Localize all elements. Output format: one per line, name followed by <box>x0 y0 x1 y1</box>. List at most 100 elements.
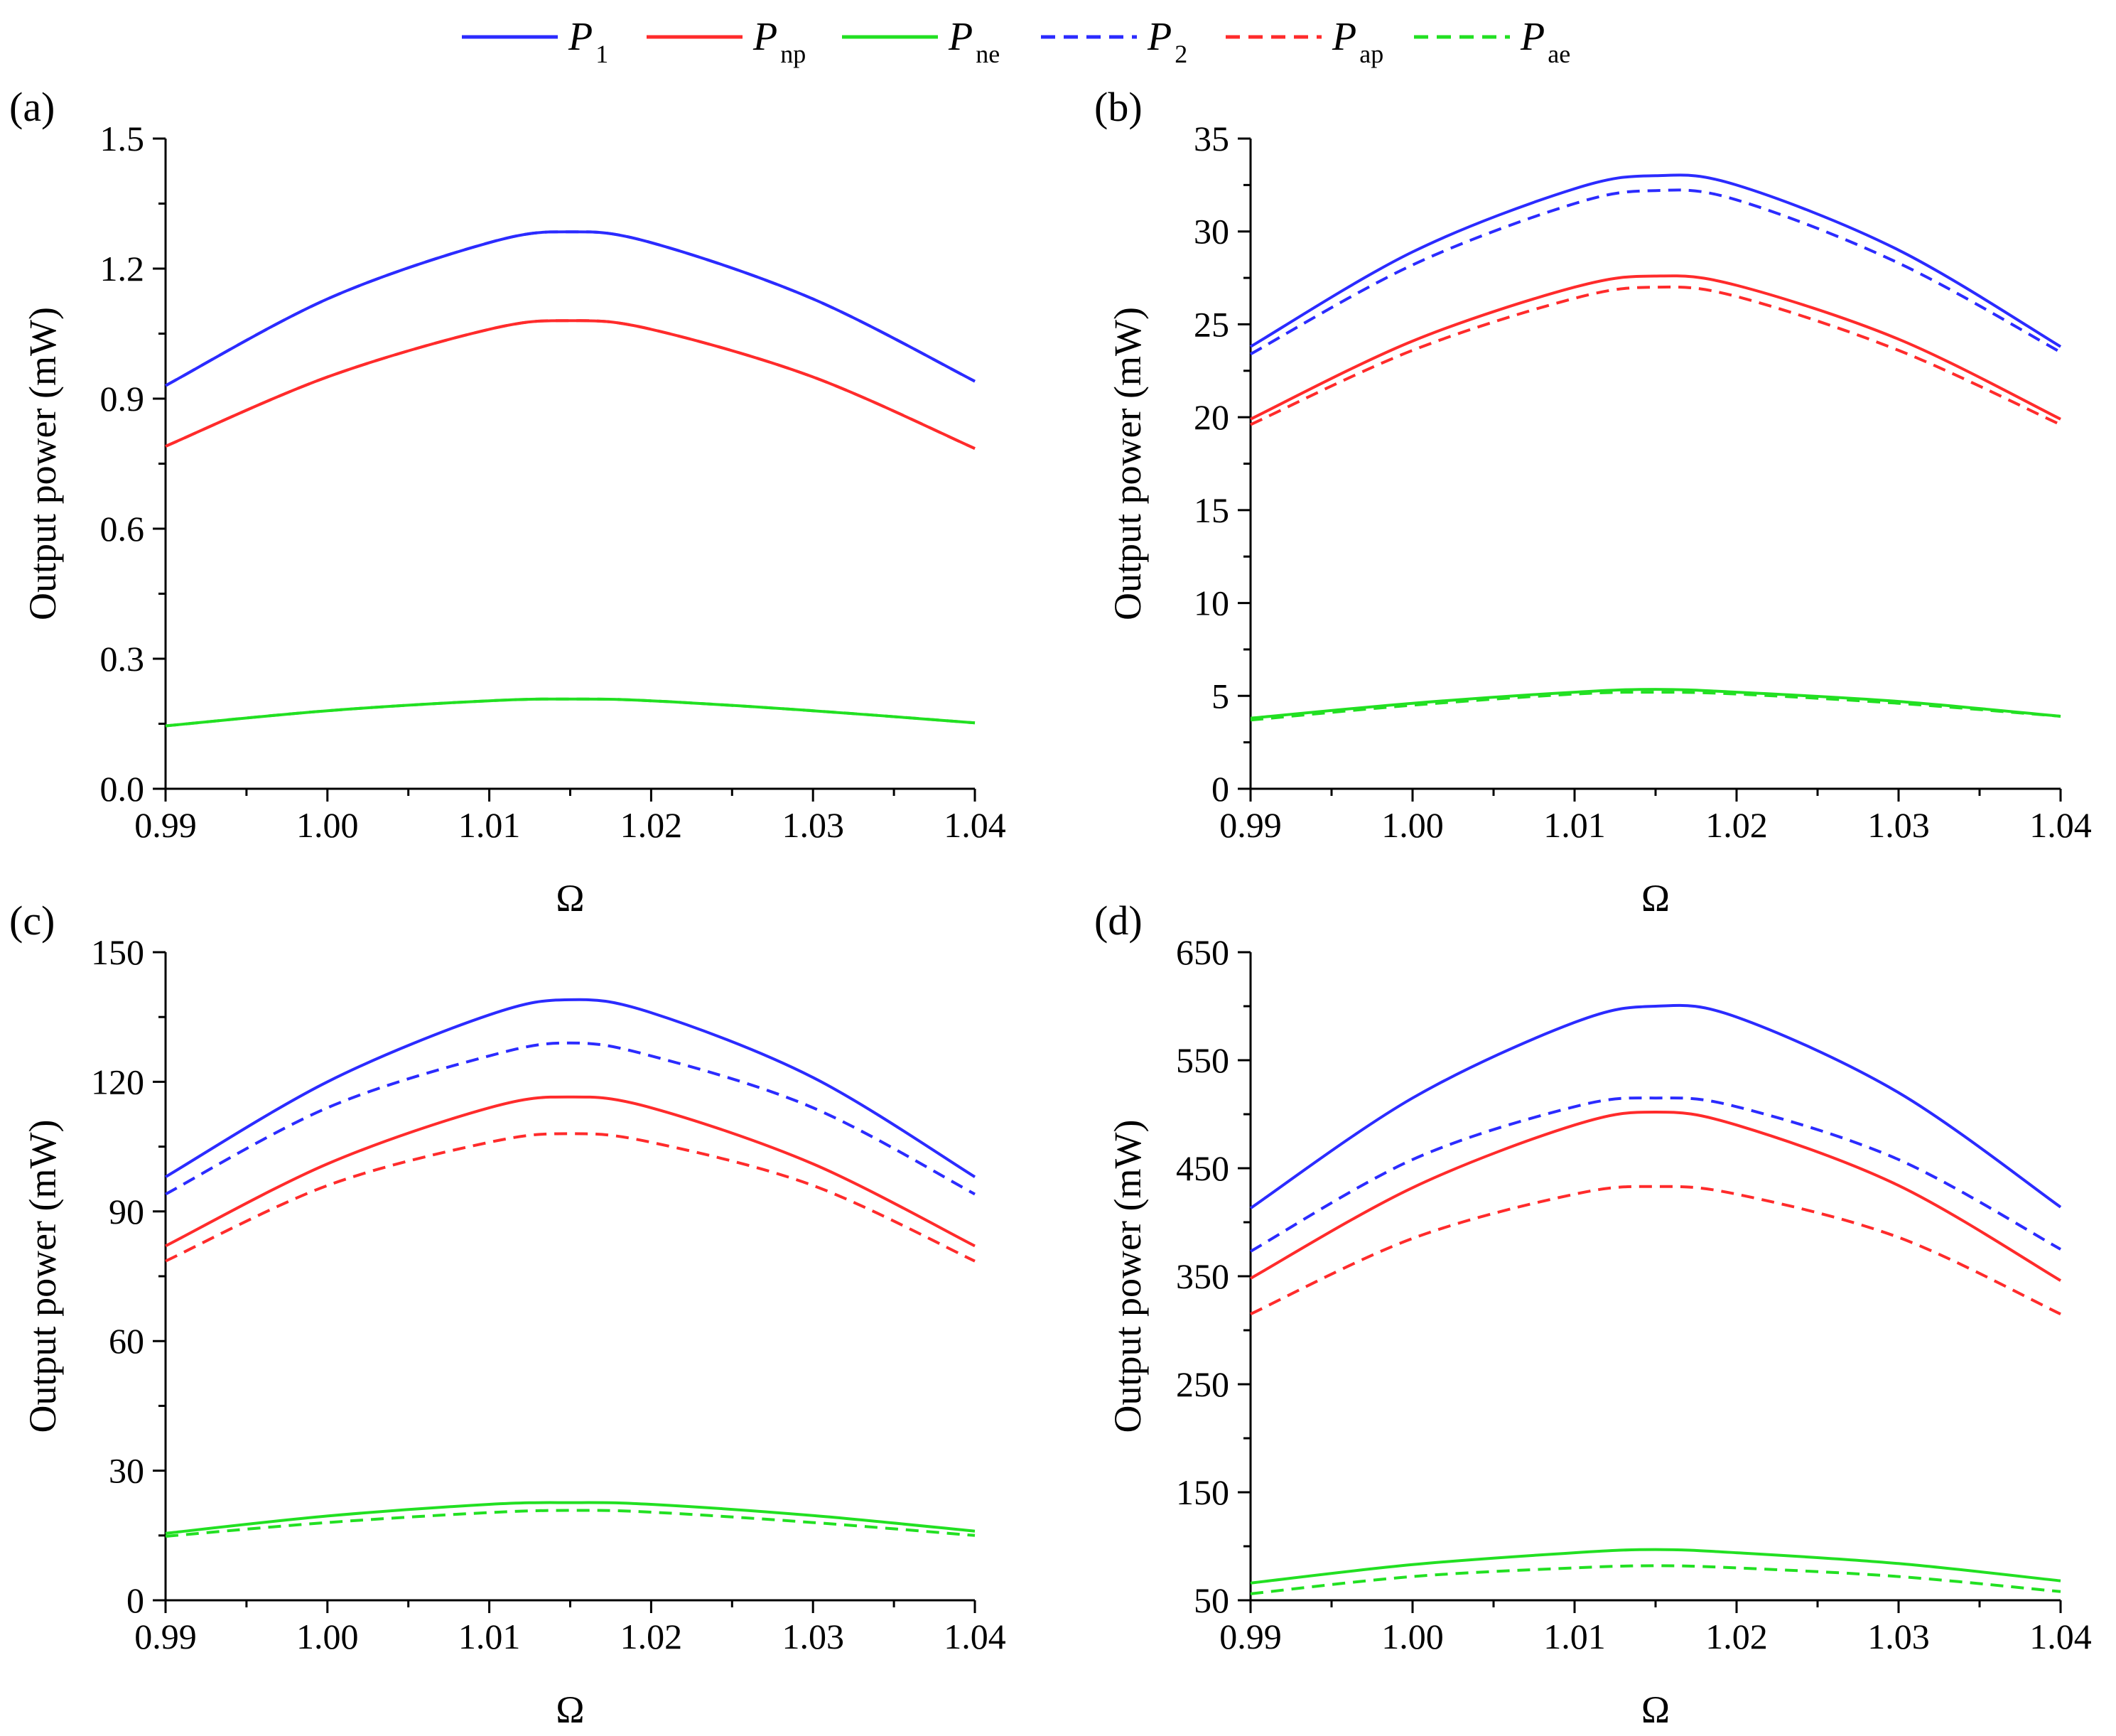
y-tick-label: 450 <box>1176 1148 1229 1188</box>
x-axis-title: Ω <box>1641 877 1670 920</box>
series-line-P2 <box>1250 1096 2061 1253</box>
y-tick-label: 550 <box>1176 1040 1229 1080</box>
y-tick-label: 0.3 <box>100 639 145 679</box>
series-line-P2 <box>165 230 976 387</box>
legend-label-sub: ap <box>1359 40 1383 68</box>
chart-panel: (b) 0.99 1.00 1.01 1.02 1.03 1.04 0 5 10 15 20 25 30 3… <box>1094 84 2092 920</box>
y-tick-label: 1.2 <box>100 249 145 289</box>
series-line-P1 <box>164 998 976 1178</box>
panel-label: (a) <box>9 84 55 130</box>
panel-label: (d) <box>1094 897 1143 944</box>
x-tick-label: 1.04 <box>2029 1617 2092 1656</box>
series-line-Pnp <box>165 319 976 451</box>
y-tick-label: 30 <box>109 1451 144 1491</box>
y-tick-label: 0.6 <box>100 509 145 549</box>
series-line-P1 <box>165 230 976 387</box>
x-tick-label: 0.99 <box>1219 1617 1282 1656</box>
x-tick-label: 1.02 <box>1705 805 1768 845</box>
y-tick-label: 50 <box>1194 1580 1229 1620</box>
legend-label-main: P <box>1332 15 1356 59</box>
legend-label-main: P <box>948 15 973 59</box>
y-tick-label: 250 <box>1176 1364 1229 1404</box>
x-tick-label: 1.02 <box>620 805 683 845</box>
x-tick-label: 1.03 <box>782 1617 844 1656</box>
y-tick-label: 60 <box>109 1321 144 1361</box>
x-tick-label: 1.02 <box>1705 1617 1768 1656</box>
x-tick-label: 1.02 <box>620 1617 683 1656</box>
y-tick-label: 0.9 <box>100 379 145 419</box>
series-line-Pae <box>165 1509 976 1538</box>
x-tick-label: 1.01 <box>1543 805 1606 845</box>
y-tick-label: 10 <box>1194 583 1229 623</box>
panel-label: (b) <box>1094 84 1143 130</box>
y-tick-label: 15 <box>1194 490 1229 530</box>
series-line-P2 <box>165 1041 976 1196</box>
x-tick-label: 1.03 <box>1867 805 1930 845</box>
y-tick-label: 0.0 <box>100 769 145 809</box>
legend-label-main: P <box>1520 15 1545 59</box>
x-tick-label: 1.01 <box>1543 1617 1606 1656</box>
x-axis-title: Ω <box>556 877 584 920</box>
x-axis-title: Ω <box>1641 1688 1670 1731</box>
series-line-Pne <box>165 697 976 728</box>
legend-label-sub: 1 <box>595 40 608 68</box>
x-tick-label: 1.00 <box>296 1617 359 1656</box>
x-tick-label: 1.01 <box>458 1617 521 1656</box>
series-line-Pap <box>1250 285 2061 426</box>
y-tick-label: 0 <box>126 1580 144 1620</box>
x-tick-label: 1.00 <box>1381 1617 1444 1656</box>
x-tick-label: 0.99 <box>134 1617 197 1656</box>
series-line-P1 <box>1249 1003 2062 1209</box>
chart-panel: (d) 0.99 1.00 1.01 1.02 1.03 1.04 50 150 250 350 45… <box>1094 897 2092 1731</box>
x-tick-label: 0.99 <box>1219 805 1282 845</box>
legend-label-sub: 2 <box>1175 40 1187 68</box>
series-line-Pae <box>1250 1564 2061 1595</box>
legend-label-main: P <box>752 15 777 59</box>
y-tick-label: 1.5 <box>100 119 145 158</box>
series-line-Pnp <box>1250 274 2061 421</box>
x-tick-label: 1.00 <box>1381 805 1444 845</box>
legend-label-sub: ne <box>976 40 1000 68</box>
series-line-P2 <box>1250 188 2061 356</box>
series-line-Pne <box>1250 688 2061 720</box>
y-tick-label: 150 <box>91 932 144 972</box>
y-tick-label: 20 <box>1194 397 1229 437</box>
series-line-Pnp <box>1250 1111 2062 1282</box>
legend-label-main: P <box>568 15 593 59</box>
y-axis-title: Output power (mW) <box>1106 307 1149 620</box>
x-tick-label: 1.03 <box>1867 1617 1930 1656</box>
x-tick-label: 1.04 <box>2029 805 2092 845</box>
y-tick-label: 0 <box>1211 769 1229 809</box>
y-tick-label: 150 <box>1176 1472 1229 1512</box>
legend-label-main: P <box>1147 15 1172 59</box>
y-axis-title: Output power (mW) <box>21 1120 64 1433</box>
y-axis-title: Output power (mW) <box>1106 1120 1149 1433</box>
y-tick-label: 35 <box>1194 119 1229 158</box>
y-tick-label: 350 <box>1176 1256 1229 1296</box>
y-tick-label: 650 <box>1176 932 1229 972</box>
panel-label: (c) <box>9 897 55 944</box>
series-line-Pap <box>165 1132 976 1263</box>
y-tick-label: 120 <box>91 1062 144 1101</box>
x-tick-label: 1.04 <box>944 805 1006 845</box>
legend-label-sub: ae <box>1548 40 1570 68</box>
y-tick-label: 30 <box>1194 212 1229 252</box>
series-line-Pae <box>1250 691 2061 722</box>
series-line-Pap <box>1250 1185 2061 1316</box>
series-line-Pne <box>165 1501 976 1535</box>
y-tick-label: 90 <box>109 1192 144 1231</box>
series-line-P1 <box>1249 173 2062 348</box>
y-tick-label: 25 <box>1194 304 1229 344</box>
